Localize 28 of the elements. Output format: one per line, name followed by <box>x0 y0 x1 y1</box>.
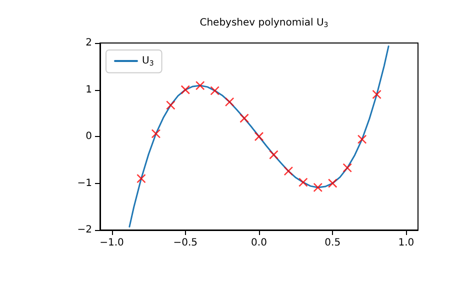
point <box>224 97 234 107</box>
x-tick-label: −0.5 <box>173 238 198 248</box>
y-tick-label: 0 <box>86 131 92 142</box>
point <box>166 100 176 110</box>
point <box>342 163 352 172</box>
point <box>298 178 308 187</box>
x-tick-label: 0.0 <box>251 238 267 248</box>
point <box>284 166 294 176</box>
point <box>372 90 382 100</box>
point <box>328 178 338 188</box>
x-tick-label: 1.0 <box>398 238 414 248</box>
y-tick-label: 2 <box>86 38 92 48</box>
y-tick-label: −2 <box>77 224 92 236</box>
point <box>357 134 367 144</box>
x-tick-label: −1.0 <box>100 238 124 248</box>
point <box>254 132 264 142</box>
point <box>136 174 146 184</box>
point <box>313 182 323 192</box>
x-tick-label: 0.5 <box>324 238 341 248</box>
point <box>195 80 205 90</box>
point <box>240 114 249 123</box>
y-tick-label: 1 <box>86 84 92 96</box>
y-tick-label: −1 <box>77 178 92 189</box>
point <box>180 85 190 94</box>
point <box>269 150 278 160</box>
point <box>210 86 220 96</box>
line-series <box>128 46 390 228</box>
point <box>151 129 161 138</box>
